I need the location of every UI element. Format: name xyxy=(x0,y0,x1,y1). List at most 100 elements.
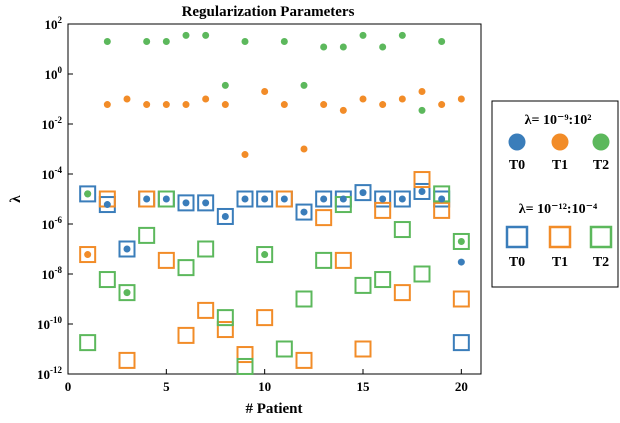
circle-marker-t0-4 xyxy=(143,195,151,203)
x-axis-label: # Patient xyxy=(245,401,302,417)
square-marker-t1-6 xyxy=(177,326,195,344)
circle-marker-t1-17 xyxy=(398,95,406,103)
legend-label-t2: T2 xyxy=(593,255,609,270)
x-tick-label: 5 xyxy=(163,379,170,394)
circle-marker-t1-8 xyxy=(221,101,229,109)
plot-area xyxy=(67,23,482,375)
circle-marker-t2-9 xyxy=(241,37,249,45)
circle-marker-t0-12 xyxy=(300,208,308,216)
square-marker-t1-13 xyxy=(315,209,333,227)
square-marker-t2-1 xyxy=(79,334,97,352)
circle-marker-t2-15 xyxy=(359,31,367,39)
legend-square-t0 xyxy=(505,225,529,249)
circle-marker-t0-13 xyxy=(320,195,328,203)
square-marker-t2-5 xyxy=(157,190,175,208)
square-marker-t1-1 xyxy=(79,246,97,264)
square-marker-t2-15 xyxy=(354,276,372,294)
square-marker-t2-7 xyxy=(197,240,215,258)
square-marker-t1-20 xyxy=(452,290,470,308)
legend-group-title: λ= 10⁻⁹:10² xyxy=(525,113,592,128)
y-tick-label: 10-10 xyxy=(37,315,62,332)
circle-marker-t2-4 xyxy=(143,37,151,45)
circle-marker-t0-14 xyxy=(339,195,347,203)
circle-marker-t1-3 xyxy=(123,95,131,103)
circle-marker-t1-4 xyxy=(143,101,151,109)
legend-label-t2: T2 xyxy=(593,158,609,173)
circle-marker-t0-19 xyxy=(438,195,446,203)
circle-marker-t1-10 xyxy=(261,87,269,95)
axis-ticks: 0 5 10 15 20 10-12 10-10 10-8 10-6 10-4 10-2 100 102 xyxy=(37,15,468,394)
circle-marker-t1-18 xyxy=(418,87,426,95)
y-axis-label: λ xyxy=(8,195,24,203)
circle-marker-t1-20 xyxy=(457,95,465,103)
x-tick-label: 15 xyxy=(357,379,371,394)
square-marker-t2-4 xyxy=(138,226,156,244)
square-marker-t2-10 xyxy=(256,246,274,264)
circle-marker-t2-14 xyxy=(339,43,347,51)
circle-marker-t1-12 xyxy=(300,145,308,153)
square-marker-t2-13 xyxy=(315,251,333,269)
square-marker-t2-12 xyxy=(295,290,313,308)
square-marker-t2-9 xyxy=(236,357,254,375)
circle-marker-t0-8 xyxy=(221,212,229,220)
square-marker-t2-2 xyxy=(98,271,116,289)
circle-marker-t1-6 xyxy=(182,101,190,109)
circle-marker-t1-5 xyxy=(162,101,170,109)
circle-marker-t1-14 xyxy=(339,106,347,114)
square-marker-t1-12 xyxy=(295,351,313,369)
y-tick-label: 10-2 xyxy=(42,115,63,132)
circle-marker-t2-6 xyxy=(182,31,190,39)
square-marker-t1-3 xyxy=(118,351,136,369)
square-marker-t1-18 xyxy=(413,171,431,189)
circle-marker-t1-19 xyxy=(438,101,446,109)
square-marker-t2-16 xyxy=(374,271,392,289)
chart-title: Regularization Parameters xyxy=(182,4,355,20)
square-marker-t0-17 xyxy=(393,190,411,208)
x-tick-label: 10 xyxy=(258,379,271,394)
circle-marker-t2-10 xyxy=(261,251,269,259)
circle-marker-t1-13 xyxy=(320,101,328,109)
circle-marker-t2-2 xyxy=(103,37,111,45)
circle-marker-t1-9 xyxy=(241,151,249,159)
y-tick-label: 10-6 xyxy=(42,215,63,232)
circle-marker-t0-3 xyxy=(123,245,131,253)
circle-marker-t2-19 xyxy=(438,37,446,45)
square-marker-t1-19 xyxy=(433,201,451,219)
legend-square-t2 xyxy=(589,225,613,249)
circle-marker-t0-10 xyxy=(261,195,269,203)
circle-marker-t2-8 xyxy=(221,81,229,89)
data-marks xyxy=(79,31,470,375)
circle-marker-t0-20 xyxy=(457,258,465,266)
circle-marker-t2-16 xyxy=(379,43,387,51)
square-marker-t1-4 xyxy=(138,190,156,208)
square-marker-t0-18 xyxy=(413,182,431,200)
square-marker-t0-13 xyxy=(315,190,333,208)
legend-square-t1 xyxy=(548,225,572,249)
legend-box xyxy=(491,100,619,288)
y-tick-label: 10-12 xyxy=(37,365,62,382)
circle-marker-t2-3 xyxy=(123,289,131,297)
x-tick-label: 20 xyxy=(455,379,468,394)
circle-marker-t1-15 xyxy=(359,95,367,103)
circle-marker-t2-18 xyxy=(418,106,426,114)
circle-marker-t0-9 xyxy=(241,195,249,203)
y-tick-label: 102 xyxy=(45,15,63,32)
square-marker-t1-8 xyxy=(216,321,234,339)
circle-marker-t0-11 xyxy=(280,195,288,203)
square-marker-t1-17 xyxy=(393,284,411,302)
legend-label-t0: T0 xyxy=(509,158,525,173)
circle-marker-t2-20 xyxy=(457,237,465,245)
square-marker-t2-18 xyxy=(413,265,431,283)
circle-marker-t2-12 xyxy=(300,81,308,89)
circle-marker-t1-7 xyxy=(202,95,210,103)
circle-marker-t2-7 xyxy=(202,31,210,39)
y-tick-label: 10-4 xyxy=(42,165,63,182)
square-marker-t1-7 xyxy=(197,301,215,319)
legend: λ= 10⁻⁹:10² T0 T1 T2 λ= 10⁻¹²:10⁻⁴ T0 T1 T2 xyxy=(491,100,619,288)
circle-marker-t2-11 xyxy=(280,37,288,45)
circle-marker-t2-5 xyxy=(162,37,170,45)
circle-marker-t0-6 xyxy=(182,199,190,207)
circle-marker-t0-18 xyxy=(418,187,426,195)
circle-marker-t0-15 xyxy=(359,189,367,197)
